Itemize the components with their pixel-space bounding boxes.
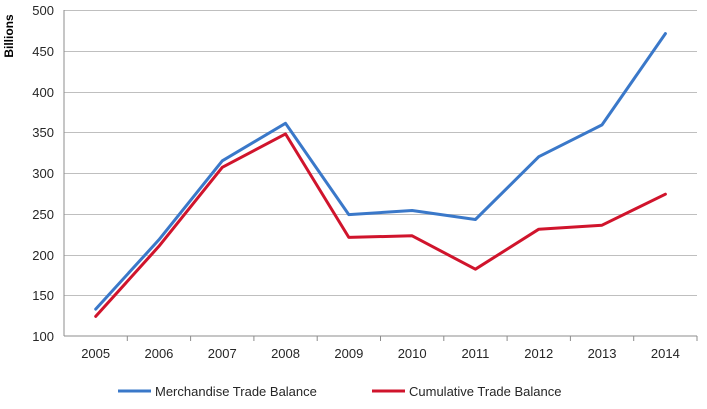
y-tick-label: 450 [32,44,54,59]
series-line-1 [94,132,667,318]
x-tick-label: 2010 [398,346,427,361]
y-tick-label: 350 [32,125,54,140]
y-tick-label: 250 [32,207,54,222]
x-tick-label: 2007 [208,346,237,361]
x-tick-label: 2009 [334,346,363,361]
x-tick-label: 2014 [651,346,680,361]
x-tick-label: 2013 [588,346,617,361]
y-tick-label: 400 [32,85,54,100]
y-tick-label: 500 [32,3,54,18]
y-tick-label: 150 [32,288,54,303]
legend-label-1: Cumulative Trade Balance [409,384,561,399]
x-tick-label: 2005 [81,346,110,361]
y-tick-label: 100 [32,329,54,344]
series-lines [94,32,667,318]
x-tick-label: 2006 [144,346,173,361]
y-tick-labels: 100 150 200 250 300 350 400 450 500 [32,3,54,344]
gridlines [64,10,697,296]
y-axis-title: Billions [2,14,16,58]
y-tick-label: 200 [32,248,54,263]
x-tick-label: 2011 [461,346,489,361]
legend: Merchandise Trade Balance Cumulative Trad… [118,384,561,399]
x-tick-label: 2008 [271,346,300,361]
series-line-0 [94,32,667,311]
x-tick-label: 2012 [524,346,553,361]
x-tick-labels: 2005 2006 2007 2008 2009 2010 2011 2012 2013 2014 [81,336,698,361]
y-tick-label: 300 [32,166,54,181]
legend-label-0: Merchandise Trade Balance [155,384,317,399]
